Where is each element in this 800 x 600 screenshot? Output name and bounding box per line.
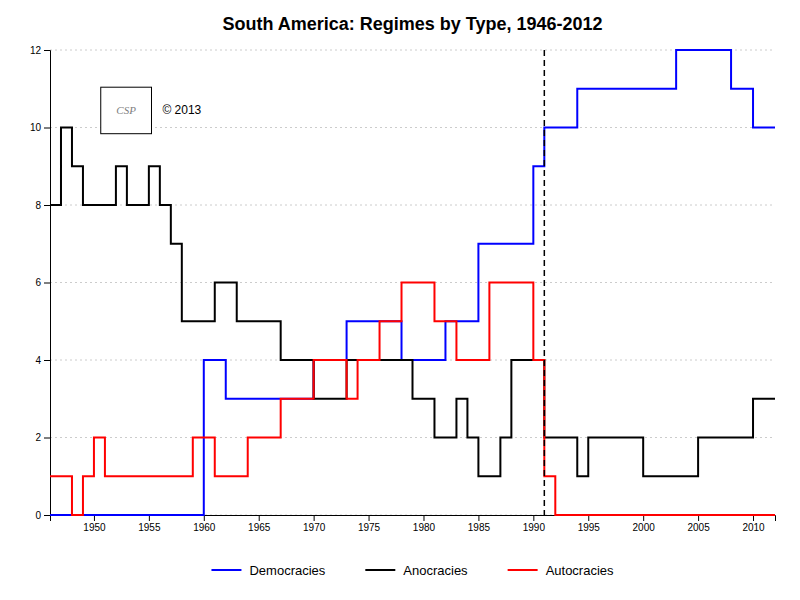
legend-label: Democracies (249, 563, 325, 578)
y-tick-label: 2 (35, 432, 41, 443)
plot: 1950 1955 1960 1965 1970 1975 1980 1985 1990 1995… (30, 45, 776, 533)
x-tick-mark (423, 515, 424, 521)
x-tick-label: 2010 (742, 522, 765, 533)
chart-svg: 1950 1955 1960 1965 1970 1975 1980 1985 1990 1995… (0, 0, 800, 600)
y-tick-mark (44, 128, 50, 129)
x-tick: 1995 (578, 515, 601, 533)
legend-item: Anocracies (365, 563, 468, 578)
legend-item: Autocracies (508, 563, 614, 578)
x-tick-label: 1965 (248, 522, 271, 533)
grid (50, 50, 775, 515)
y-tick-mark (44, 50, 50, 51)
y-tick: 10 (30, 122, 50, 133)
legend: Democracies Anocracies Autocracies (211, 563, 614, 578)
chart-title: South America: Regimes by Type, 1946-201… (222, 14, 602, 34)
y-tick: 12 (30, 45, 50, 56)
x-tick: 1970 (303, 515, 326, 533)
x-tick-mark (478, 515, 479, 521)
y-tick: 6 (35, 277, 50, 288)
legend-swatch (211, 569, 241, 571)
x-tick: 2005 (687, 515, 710, 533)
y-axis-line (44, 51, 51, 516)
logo-box (101, 87, 152, 134)
series-line (50, 50, 775, 515)
y-tick-label: 6 (35, 277, 41, 288)
x-tick: 1975 (358, 515, 381, 533)
marks (50, 50, 775, 515)
y-axis: 0 2 4 6 8 10 12 (30, 45, 51, 521)
x-axis: 1950 1955 1960 1965 1970 1975 1980 1985 1990 1995… (51, 515, 776, 533)
x-tick-label: 1955 (138, 522, 161, 533)
y-tick-label: 0 (35, 510, 41, 521)
x-tick-label: 1970 (303, 522, 326, 533)
y-tick-mark (44, 283, 50, 284)
y-tick-mark (44, 438, 50, 439)
reference-line (544, 50, 546, 515)
grid-line (50, 437, 775, 438)
y-tick-mark (44, 515, 50, 516)
grid-line (50, 205, 775, 206)
x-tick: 1965 (248, 515, 271, 533)
x-tick-mark (259, 515, 260, 521)
x-tick-label: 1960 (193, 522, 216, 533)
x-tick: 2010 (742, 515, 765, 533)
legend-swatch (365, 569, 395, 571)
x-tick: 1980 (413, 515, 436, 533)
x-tick-label: 1975 (358, 522, 381, 533)
x-tick-label: 2005 (687, 522, 710, 533)
x-tick: 1950 (83, 515, 106, 533)
legend-swatch (508, 569, 538, 571)
x-tick-label: 1995 (578, 522, 601, 533)
x-tick: 1990 (523, 515, 546, 533)
grid-line (50, 50, 775, 51)
y-tick-label: 12 (30, 45, 42, 56)
series-line (50, 128, 775, 477)
copyright-text: © 2013 (162, 103, 201, 117)
y-tick-label: 10 (30, 122, 42, 133)
y-tick: 0 (35, 510, 50, 521)
x-tick-label: 1950 (83, 522, 106, 533)
y-tick-mark (44, 205, 50, 206)
x-tick: 1985 (468, 515, 491, 533)
y-tick-mark (44, 360, 50, 361)
y-tick: 2 (35, 432, 50, 443)
x-tick-label: 1980 (413, 522, 436, 533)
x-tick: 1955 (138, 515, 161, 533)
x-tick: 1960 (193, 515, 216, 533)
legend-item: Democracies (211, 563, 325, 578)
x-tick-label: 1990 (523, 522, 546, 533)
x-tick-mark (369, 515, 370, 521)
y-tick: 8 (35, 200, 50, 211)
x-tick-mark (314, 515, 315, 521)
x-axis-line (51, 516, 776, 522)
chart-container: 1950 1955 1960 1965 1970 1975 1980 1985 1990 1995… (0, 0, 800, 600)
legend-label: Autocracies (546, 563, 614, 578)
y-tick-label: 4 (35, 355, 41, 366)
x-tick-mark (533, 515, 534, 521)
y-tick-label: 8 (35, 200, 41, 211)
series-line (50, 283, 775, 516)
x-tick: 2000 (633, 515, 656, 533)
x-tick-label: 2000 (633, 522, 656, 533)
grid-line (50, 127, 775, 128)
y-tick: 4 (35, 355, 50, 366)
logo-text: CSP (116, 104, 136, 116)
legend-label: Anocracies (403, 563, 468, 578)
x-tick-label: 1985 (468, 522, 491, 533)
